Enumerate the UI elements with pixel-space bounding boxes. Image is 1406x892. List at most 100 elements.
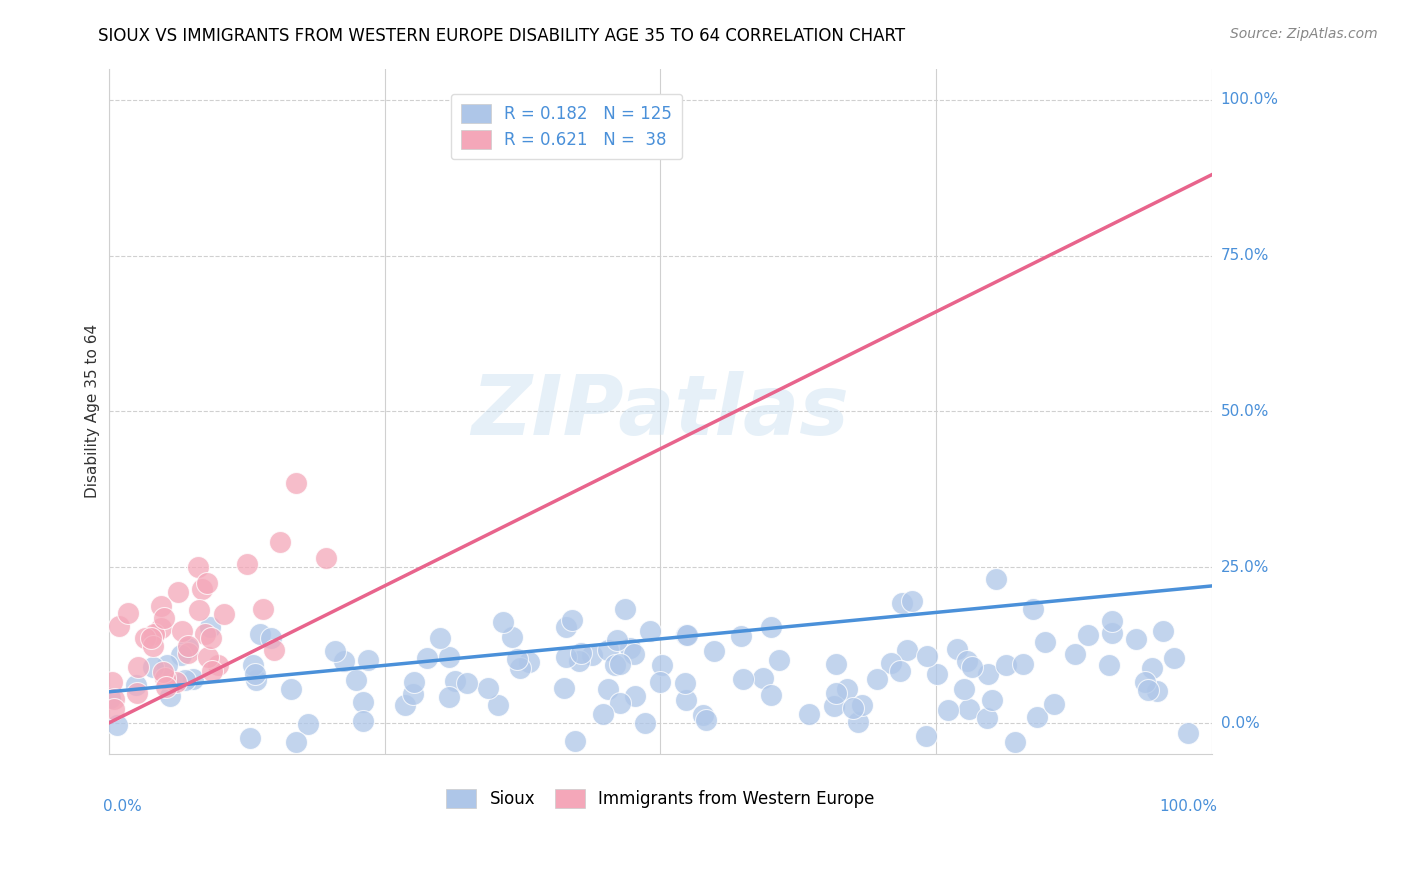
Point — [357, 653, 380, 667]
Point — [676, 628, 699, 642]
Point — [596, 681, 619, 696]
Point — [156, 657, 179, 672]
Point — [101, 675, 124, 690]
Point — [564, 733, 586, 747]
Point — [1101, 614, 1123, 628]
Point — [825, 657, 848, 672]
Point — [952, 682, 974, 697]
Point — [150, 621, 173, 635]
Point — [977, 667, 1000, 681]
Point — [1077, 628, 1099, 642]
Point — [917, 649, 939, 664]
Point — [619, 640, 641, 655]
Point — [150, 599, 173, 613]
Point — [344, 673, 367, 687]
Point — [492, 615, 515, 630]
Point — [1146, 684, 1168, 698]
Point — [212, 607, 235, 621]
Point — [703, 644, 725, 658]
Point — [957, 702, 980, 716]
Point — [159, 689, 181, 703]
Point — [553, 681, 575, 695]
Point — [1163, 651, 1185, 665]
Text: SIOUX VS IMMIGRANTS FROM WESTERN EUROPE DISABILITY AGE 35 TO 64 CORRELATION CHAR: SIOUX VS IMMIGRANTS FROM WESTERN EUROPE … — [98, 27, 905, 45]
Point — [439, 649, 461, 664]
Point — [1004, 735, 1026, 749]
Point — [477, 681, 499, 695]
Point — [191, 582, 214, 596]
Point — [284, 475, 307, 490]
Point — [797, 707, 820, 722]
Point — [568, 654, 591, 668]
Point — [768, 653, 790, 667]
Point — [177, 646, 200, 660]
Point — [456, 676, 478, 690]
Point — [851, 698, 873, 712]
Point — [606, 633, 628, 648]
Point — [402, 687, 425, 701]
Point — [976, 711, 998, 725]
Point — [946, 641, 969, 656]
Point — [142, 639, 165, 653]
Point — [402, 674, 425, 689]
Point — [609, 657, 631, 672]
Point — [105, 718, 128, 732]
Point — [249, 626, 271, 640]
Point — [323, 644, 346, 658]
Point — [415, 650, 437, 665]
Point — [925, 667, 948, 681]
Point — [142, 659, 165, 673]
Point — [181, 672, 204, 686]
Text: 25.0%: 25.0% — [1220, 559, 1268, 574]
Point — [127, 686, 149, 700]
Point — [651, 658, 673, 673]
Point — [1140, 660, 1163, 674]
Point — [761, 620, 783, 634]
Point — [555, 620, 578, 634]
Point — [155, 680, 177, 694]
Point — [592, 707, 614, 722]
Point — [561, 613, 583, 627]
Point — [842, 701, 865, 715]
Point — [692, 707, 714, 722]
Point — [835, 682, 858, 697]
Point — [555, 649, 578, 664]
Point — [243, 666, 266, 681]
Point — [1064, 647, 1087, 661]
Point — [501, 631, 523, 645]
Point — [517, 655, 540, 669]
Point — [731, 673, 754, 687]
Point — [260, 631, 283, 645]
Point — [188, 603, 211, 617]
Text: 50.0%: 50.0% — [1220, 404, 1268, 419]
Point — [581, 648, 603, 663]
Point — [280, 681, 302, 696]
Point — [197, 649, 219, 664]
Point — [889, 665, 911, 679]
Point — [333, 654, 356, 668]
Point — [239, 731, 262, 745]
Point — [634, 716, 657, 731]
Point — [981, 693, 1004, 707]
Point — [880, 656, 903, 670]
Point — [569, 646, 592, 660]
Point — [152, 665, 174, 680]
Point — [117, 606, 139, 620]
Point — [269, 535, 291, 549]
Point — [394, 698, 416, 712]
Text: Source: ZipAtlas.com: Source: ZipAtlas.com — [1230, 27, 1378, 41]
Point — [915, 729, 938, 743]
Point — [638, 624, 661, 639]
Point — [194, 627, 217, 641]
Point — [200, 620, 222, 634]
Point — [994, 657, 1017, 672]
Point — [284, 735, 307, 749]
Point — [195, 576, 218, 591]
Point — [143, 627, 166, 641]
Point — [1177, 726, 1199, 740]
Point — [1043, 697, 1066, 711]
Point — [429, 632, 451, 646]
Text: ZIPatlas: ZIPatlas — [471, 371, 849, 452]
Point — [1098, 658, 1121, 673]
Point — [439, 690, 461, 704]
